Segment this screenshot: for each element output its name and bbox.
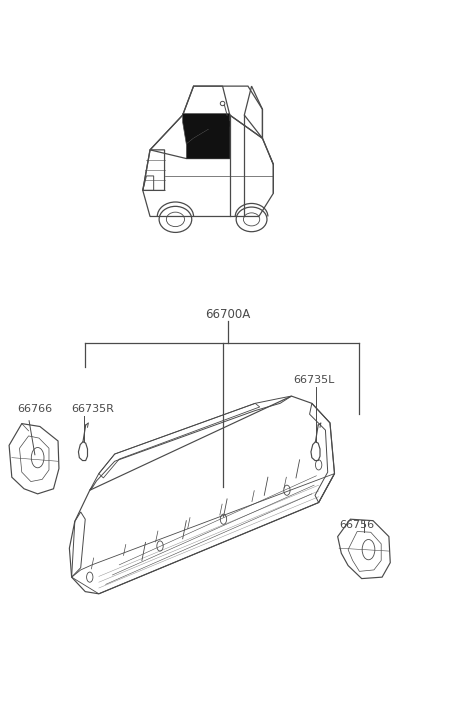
Polygon shape bbox=[186, 121, 229, 158]
Text: 66766: 66766 bbox=[17, 404, 52, 414]
Text: 66700A: 66700A bbox=[205, 308, 250, 321]
Polygon shape bbox=[182, 113, 229, 144]
Text: 66735R: 66735R bbox=[71, 404, 114, 414]
Text: 66735L: 66735L bbox=[293, 375, 334, 385]
Text: 66756: 66756 bbox=[339, 520, 374, 530]
